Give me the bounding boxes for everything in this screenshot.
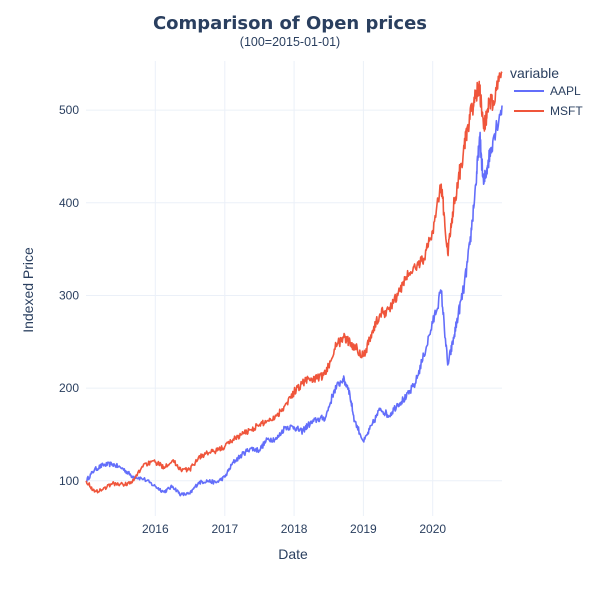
y-tick-label: 100 [59, 474, 79, 488]
legend-item-msft[interactable]: MSFT [514, 104, 583, 118]
y-tick-label: 500 [59, 103, 79, 117]
grid-lines [86, 61, 502, 516]
series-line-msft[interactable] [85, 71, 503, 494]
legend-item-aapl[interactable]: AAPL [514, 84, 581, 98]
y-tick-label: 200 [59, 381, 79, 395]
chart-title: Comparison of Open prices [153, 13, 427, 34]
x-axis-title: Date [278, 546, 308, 562]
chart-subtitle: (100=2015-01-01) [240, 35, 340, 49]
legend-label-msft: MSFT [550, 104, 583, 118]
legend-label-aapl: AAPL [550, 84, 581, 98]
y-tick-label: 400 [59, 196, 79, 210]
x-tick-label: 2018 [281, 522, 308, 536]
legend-title: variable [510, 65, 559, 81]
series-line-aapl[interactable] [85, 105, 503, 497]
x-tick-label: 2020 [419, 522, 446, 536]
series-lines [85, 71, 503, 497]
y-tick-label: 300 [59, 288, 79, 302]
x-tick-label: 2016 [142, 522, 169, 536]
x-tick-label: 2017 [211, 522, 238, 536]
axis-ticks: 2016 2017 2018 2019 2020 100 200 300 400 500 [59, 103, 446, 536]
y-axis-title: Indexed Price [20, 247, 36, 333]
x-tick-label: 2019 [350, 522, 377, 536]
legend[interactable]: variable AAPL MSFT [510, 65, 583, 118]
